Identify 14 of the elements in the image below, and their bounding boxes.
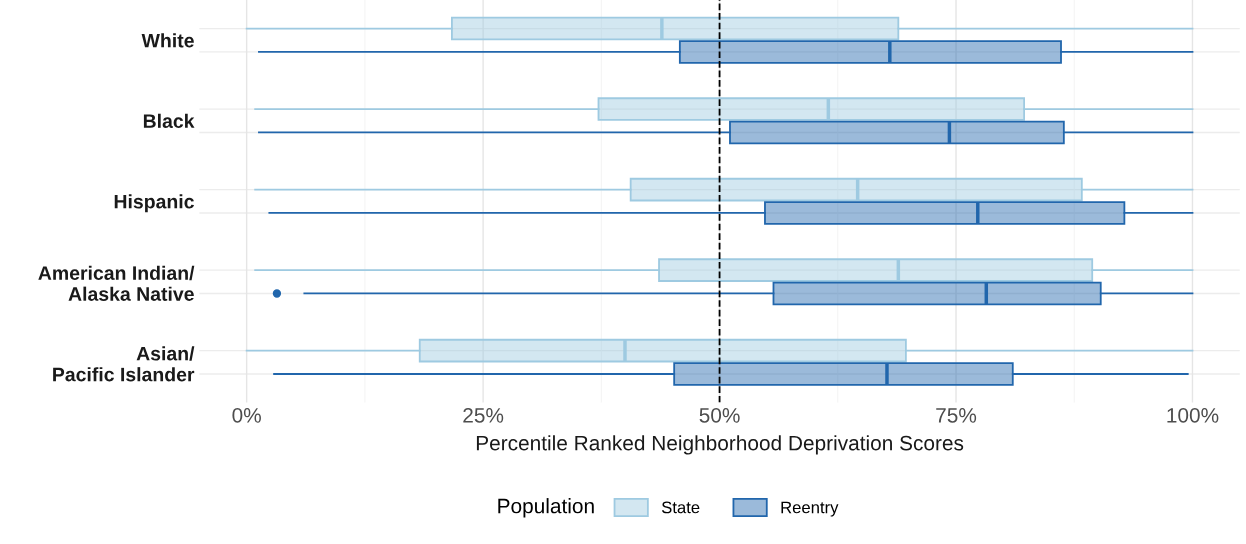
legend-label: Reentry: [781, 501, 839, 517]
x-tick-label: 75%: [936, 408, 977, 423]
x-tick-label: 100%: [1167, 407, 1219, 423]
legend-label: State: [661, 501, 700, 514]
y-tick-label: Asian/ Pacific Islander: [53, 346, 195, 382]
y-tick-label: American Indian/ Alaska Native: [38, 265, 195, 301]
x-tick-label: 50%: [699, 407, 740, 423]
x-tick-label: 0%: [232, 407, 261, 423]
x-axis-title: Percentile Ranked Neighborhood Deprivation Scores: [476, 435, 964, 455]
y-tick-label: Black: [143, 113, 195, 128]
y-tick-label: Hispanic: [114, 194, 194, 213]
y-tick-label: White: [141, 33, 194, 48]
legend-title: Population: [498, 498, 594, 518]
x-tick-label: 25%: [463, 407, 504, 423]
